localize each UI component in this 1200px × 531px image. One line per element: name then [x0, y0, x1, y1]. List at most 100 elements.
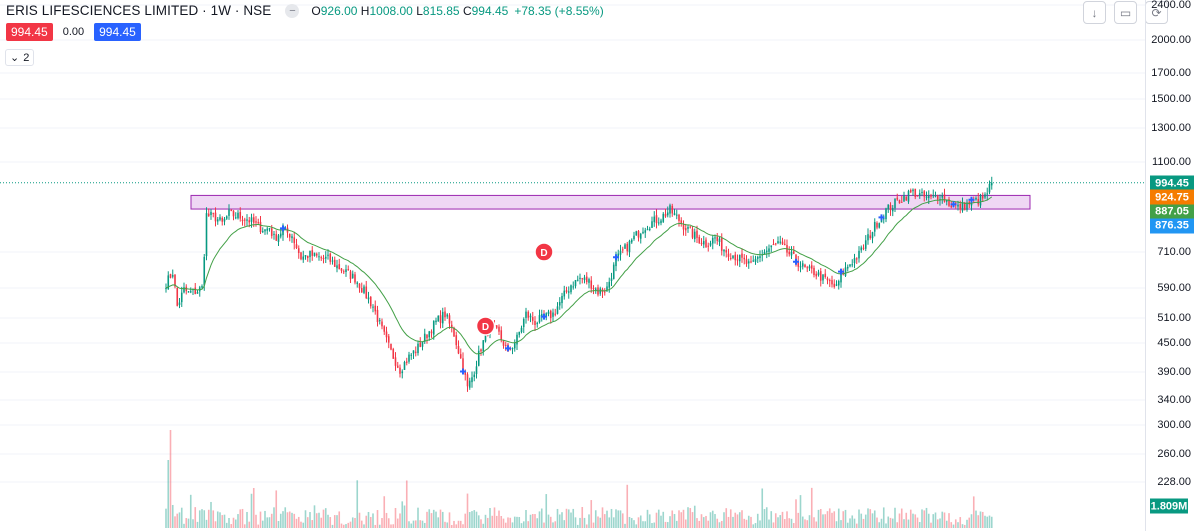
maximize-button[interactable]: ▭	[1114, 1, 1137, 24]
candle-body	[799, 266, 802, 268]
volume-bar	[194, 507, 197, 528]
candle-body	[223, 218, 226, 222]
symbol-title[interactable]: ERIS LIFESCIENCES LIMITED · 1W · NSE	[6, 3, 272, 18]
volume-bar	[248, 521, 251, 528]
candle-body	[844, 267, 847, 276]
volume-bar	[462, 524, 464, 528]
volume-bar	[531, 514, 534, 528]
volume-label: 1.809M	[1150, 498, 1188, 514]
volume-bar	[286, 512, 289, 528]
volume-bar	[378, 524, 381, 528]
price-axis[interactable]: 2400.00 2000.00 1700.00 1500.00 1300.00 1100.…	[1145, 0, 1200, 531]
candle-body	[754, 258, 757, 262]
candle-body	[574, 279, 577, 287]
volume-bar	[552, 522, 554, 528]
candle-body	[212, 212, 215, 214]
volume-bar	[266, 517, 269, 528]
volume-bar	[873, 510, 876, 528]
candle-body	[984, 194, 986, 198]
candle-body	[896, 197, 899, 200]
candle-body	[529, 315, 532, 318]
sell-button[interactable]: 994.45	[6, 23, 53, 41]
candle-body	[718, 238, 721, 243]
candle-body	[315, 253, 318, 256]
candle-body	[637, 231, 640, 238]
candle-body	[322, 258, 325, 260]
volume-bar	[225, 522, 228, 528]
volume-bar	[754, 523, 757, 528]
volume-bar	[457, 520, 460, 528]
candle-body	[747, 261, 750, 264]
volume-bar	[300, 521, 302, 528]
candle-body	[369, 296, 372, 307]
candle-body	[777, 241, 779, 244]
candle-body	[313, 252, 316, 256]
volume-bar	[198, 510, 201, 528]
volume-bar	[333, 515, 336, 528]
candle-body	[446, 314, 449, 317]
volume-bar	[459, 520, 462, 528]
volume-bar	[619, 510, 622, 528]
volume-bar	[401, 501, 404, 528]
volume-bar	[549, 516, 552, 528]
volume-bar	[891, 518, 894, 528]
candle-body	[527, 311, 530, 318]
volume-bar	[594, 510, 597, 528]
candle-body	[732, 255, 734, 259]
candle-body	[572, 286, 575, 288]
minus-icon[interactable]: −	[285, 3, 300, 18]
indicators-toggle[interactable]: ⌄ 2	[5, 49, 35, 66]
volume-bar	[259, 511, 262, 528]
candle-body	[554, 313, 557, 315]
volume-bar	[423, 522, 426, 528]
volume-bar	[687, 507, 689, 528]
candle-body	[414, 351, 417, 353]
volume-bar	[495, 515, 498, 528]
volume-bar	[561, 512, 563, 528]
scroll-down-button[interactable]: ↓	[1083, 1, 1106, 24]
price-tick-label: 260.00	[1157, 448, 1191, 460]
volume-bar	[432, 509, 435, 528]
arrow-down-icon: ↓	[1091, 5, 1098, 20]
volume-bar	[257, 524, 260, 528]
split-marker	[541, 313, 547, 320]
candle-body	[495, 325, 498, 328]
candle-body	[687, 226, 689, 229]
volume-bar	[394, 507, 397, 528]
candle-body	[261, 231, 264, 233]
volume-bar	[799, 495, 802, 528]
candle-body	[979, 195, 982, 206]
candle-body	[428, 331, 431, 338]
price-tick-label: 228.00	[1157, 476, 1191, 488]
candle-body	[988, 184, 991, 193]
volume-bar	[232, 517, 235, 528]
candle-body	[385, 331, 388, 338]
candle-body	[727, 253, 730, 257]
candle-body	[471, 377, 473, 383]
volume-bar	[635, 524, 638, 528]
candle-body	[291, 236, 293, 239]
volume-bar	[504, 522, 507, 528]
buy-button[interactable]: 994.45	[94, 23, 141, 41]
candle-body	[201, 286, 203, 288]
candle-body	[768, 248, 770, 252]
candle-body	[876, 222, 878, 228]
volume-bar	[984, 515, 986, 528]
chevron-down-icon: ⌄	[10, 52, 20, 64]
volume-bar	[439, 509, 442, 528]
volume-bar	[781, 511, 784, 528]
candle-body	[819, 271, 822, 281]
price-tick-label: 2400.00	[1151, 0, 1191, 11]
volume-bar	[837, 508, 840, 528]
volume-bar	[648, 514, 651, 528]
volume-bar	[295, 518, 298, 528]
candle-body	[435, 320, 437, 323]
candle-body	[345, 269, 347, 272]
volume-bar	[914, 514, 917, 528]
candle-body	[405, 361, 408, 363]
candle-body	[921, 191, 923, 193]
candle-body	[619, 250, 622, 255]
split-marker	[838, 268, 844, 275]
candle-body	[466, 374, 469, 387]
